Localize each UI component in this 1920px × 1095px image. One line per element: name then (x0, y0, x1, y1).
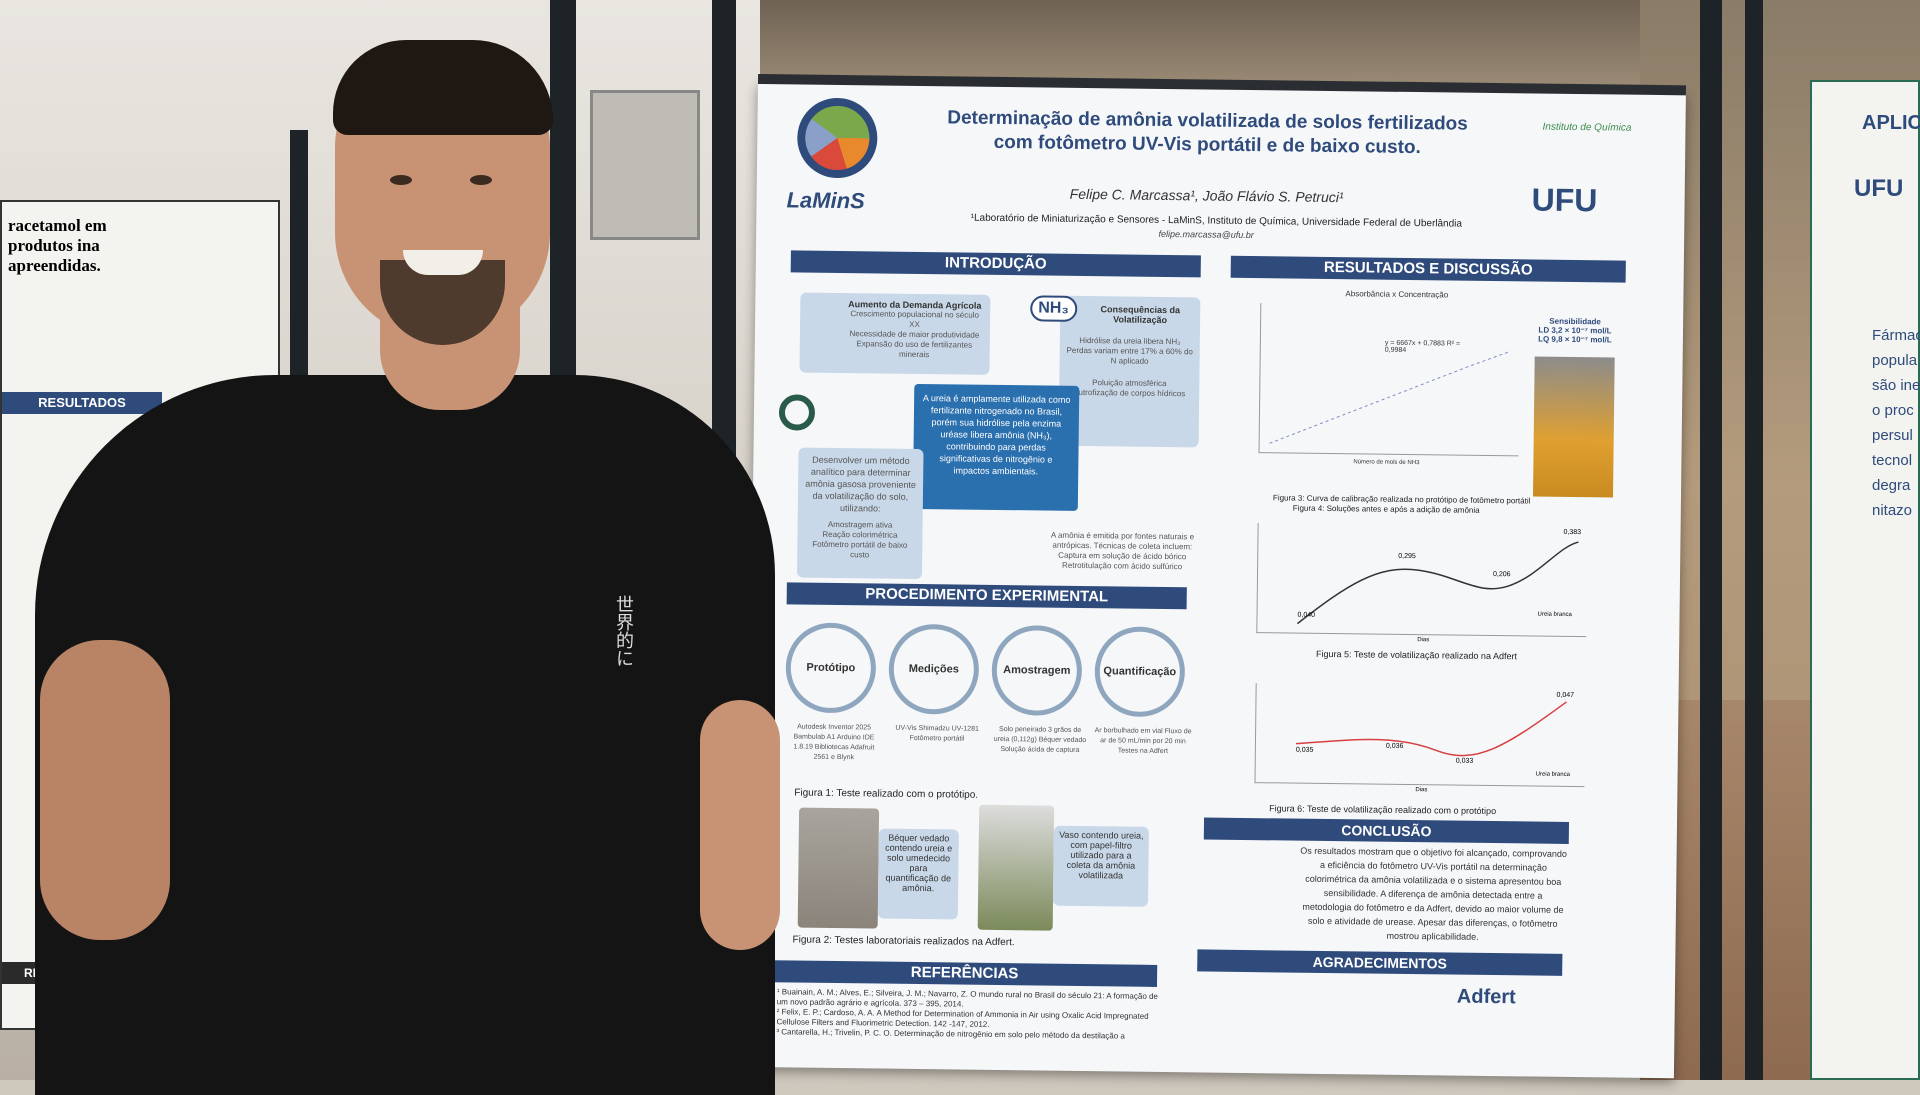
demand-item: Crescimento populacional no século XX (850, 309, 979, 329)
person-arm (40, 640, 170, 940)
legend: Ureia branca (1535, 771, 1570, 778)
data-label: 0,206 (1492, 571, 1511, 579)
goal-item: Fotômetro portátil de baixo custo (812, 539, 908, 560)
section-conclusion-header: CONCLUSÃO (1203, 817, 1570, 844)
calibration-line (1269, 350, 1511, 444)
chart1-equation: y = 6667x + 0,7883 R² = 0,9984 (1384, 339, 1461, 354)
main-poster: LaMinS Determinação de amônia volatiliza… (745, 74, 1687, 1079)
shirt-print: 世界的に (613, 595, 634, 667)
figure-6-caption: Figura 6: Teste de volatilização realiza… (1269, 803, 1497, 817)
consequence-item: Eutrofização de corpos hídricos (1073, 387, 1186, 399)
references-list: ¹ Buainain, A. M.; Alves, E.; Silveira, … (776, 987, 1162, 1042)
emission-text: A amônia é emitida por fontes naturais e… (1050, 530, 1195, 552)
step-label: Quantificação (1094, 626, 1186, 718)
x-axis-label: Dias (1417, 637, 1430, 644)
intro-emission: A amônia é emitida por fontes naturais e… (1037, 530, 1207, 572)
goal-text: Desenvolver um método analítico para det… (805, 454, 916, 514)
poster-authors: Felipe C. Marcassa¹, João Flávio S. Petr… (1069, 185, 1344, 206)
figure-2-caption: Figura 2: Testes laboratoriais realizado… (792, 934, 1015, 949)
intro-goal-box: Desenvolver um método analítico para det… (796, 447, 924, 580)
sensitivity-box: Sensibilidade LD 3,2 × 10⁻⁷ mol/L LQ 9,8… (1525, 316, 1625, 345)
intro-consequences-box: NH₃ Consequências da Volatilização Hidró… (1030, 295, 1201, 448)
photo-2-caption: Vaso contendo ureia, com papel-filtro ut… (1052, 825, 1149, 907)
beaker-photo (797, 807, 880, 929)
step-desc: UV-Vis Shimadzu UV-1281 Fotômetro portát… (895, 724, 979, 743)
right-poster: APLIC UFU Fármac popula são ine o proc p… (1810, 80, 1920, 1080)
data-label: 0,040 (1297, 611, 1316, 619)
data-label: 0,035 (1295, 746, 1314, 754)
section-references-header: REFERÊNCIAS (772, 960, 1158, 987)
figure-5-caption: Figura 5: Teste de volatilização realiza… (1315, 648, 1518, 662)
emission-item: Retrotitulação com ácido sulfúrico (1062, 560, 1183, 572)
procedure-step: Medições UV-Vis Shimadzu UV-1281 Fotômetr… (888, 623, 988, 765)
data-label: 0,383 (1563, 528, 1582, 537)
procedure-step: Quantificação Ar borbulhado em vial Fluxo… (1094, 626, 1194, 767)
ufu-logo: UFU (1531, 181, 1598, 219)
left-poster-title: racetamol em produtos ina apreendidas. (8, 216, 107, 275)
volatilization-chart-adfert: 0,040 0,295 0,206 0,383 Ureia branca Dia… (1256, 523, 1588, 643)
volatilization-chart-prototype: 0,035 0,036 0,033 0,047 Ureia branca Dia… (1254, 683, 1586, 793)
lamins-logo-icon (796, 97, 878, 179)
consequences-title: Consequências da Volatilização (1100, 304, 1181, 326)
chart1-title: Absorbância x Concentração (1345, 289, 1449, 300)
lq-value: LQ 9,8 × 10⁻⁷ mol/L (1538, 334, 1612, 345)
procedure-step: Protótipo Autodesk Inventor 2025 Bambulab… (785, 622, 885, 763)
data-label: 0,295 (1398, 552, 1416, 561)
target-icon (778, 394, 816, 431)
right-poster-title: APLIC (1862, 112, 1920, 134)
right-poster-text: Fármac popula são ine o proc persul tecn… (1872, 327, 1920, 519)
photo-1-caption: Béquer vedado contendo ureia e solo umed… (877, 828, 959, 920)
person-hair (333, 40, 553, 135)
section-procedure-header: PROCEDIMENTO EXPERIMENTAL (786, 582, 1187, 610)
stand-pole (1700, 0, 1722, 1080)
person-smile (403, 250, 483, 275)
data-label: 0,036 (1385, 742, 1404, 750)
section-intro-header: INTRODUÇÃO (790, 250, 1201, 278)
step-desc: Autodesk Inventor 2025 Bambulab A1 Ardui… (793, 723, 875, 762)
right-poster-ufu: UFU (1854, 175, 1904, 202)
person-arm (700, 700, 780, 950)
intro-center-box: A ureia é amplamente utilizada como fert… (912, 383, 1080, 511)
step-label: Medições (888, 623, 980, 715)
data-label: 0,033 (1455, 757, 1474, 765)
iq-logo: Instituto de Química (1542, 121, 1632, 134)
calibration-chart (1258, 303, 1521, 457)
x-axis-label: Dias (1415, 787, 1428, 794)
adfert-series-line (1296, 541, 1579, 625)
person-eye (390, 175, 412, 185)
legend: Ureia branca (1537, 611, 1572, 618)
lamins-logo-text: LaMinS (786, 187, 865, 214)
intro-demand-box: Aumento da Demanda Agrícola Crescimento … (799, 292, 991, 375)
stand-pole (1745, 0, 1763, 1080)
step-desc: Ar borbulhado em vial Fluxo de ar de 50 … (1094, 727, 1192, 756)
adfert-logo: Adfert (1456, 985, 1516, 1009)
solutions-photo (1532, 356, 1615, 498)
demand-item: Expansão do uso de fertilizantes minerai… (856, 339, 973, 360)
chart1-xlabel: Número de mols de NH3 (1353, 459, 1420, 467)
section-ack-header: AGRADECIMENTOS (1197, 949, 1563, 976)
person-face (333, 40, 553, 345)
air-conditioner (590, 90, 700, 240)
conclusion-text: Os resultados mostram que o objetivo foi… (1300, 845, 1568, 942)
procedure-step: Amostragem Solo peneirado 3 grãos de urei… (991, 624, 1091, 766)
section-results-header: RESULTADOS E DISCUSSÃO (1230, 255, 1626, 283)
figure-4-caption: Figura 4: Soluções antes e após a adição… (1292, 503, 1480, 515)
prototype-series-line (1295, 701, 1567, 757)
step-desc: Solo peneirado 3 grãos de ureia (0,112g)… (993, 725, 1087, 754)
poster-title: Determinação de amônia volatilizada de s… (897, 106, 1518, 162)
data-label: 0,047 (1556, 691, 1575, 700)
figure-1-caption: Figura 1: Teste realizado com o protótip… (794, 787, 979, 801)
nh3-cloud-icon: NH₃ (1030, 295, 1077, 322)
consequence-item: Perdas variam entre 17% a 60% do N aplic… (1066, 345, 1193, 366)
left-poster-results: RESULTADOS (2, 392, 162, 414)
person-eye (470, 175, 492, 185)
step-label: Protótipo (785, 622, 877, 714)
procedure-steps: Protótipo Autodesk Inventor 2025 Bambulab… (785, 622, 1197, 767)
step-label: Amostragem (991, 624, 1083, 716)
vase-photo (977, 804, 1055, 931)
